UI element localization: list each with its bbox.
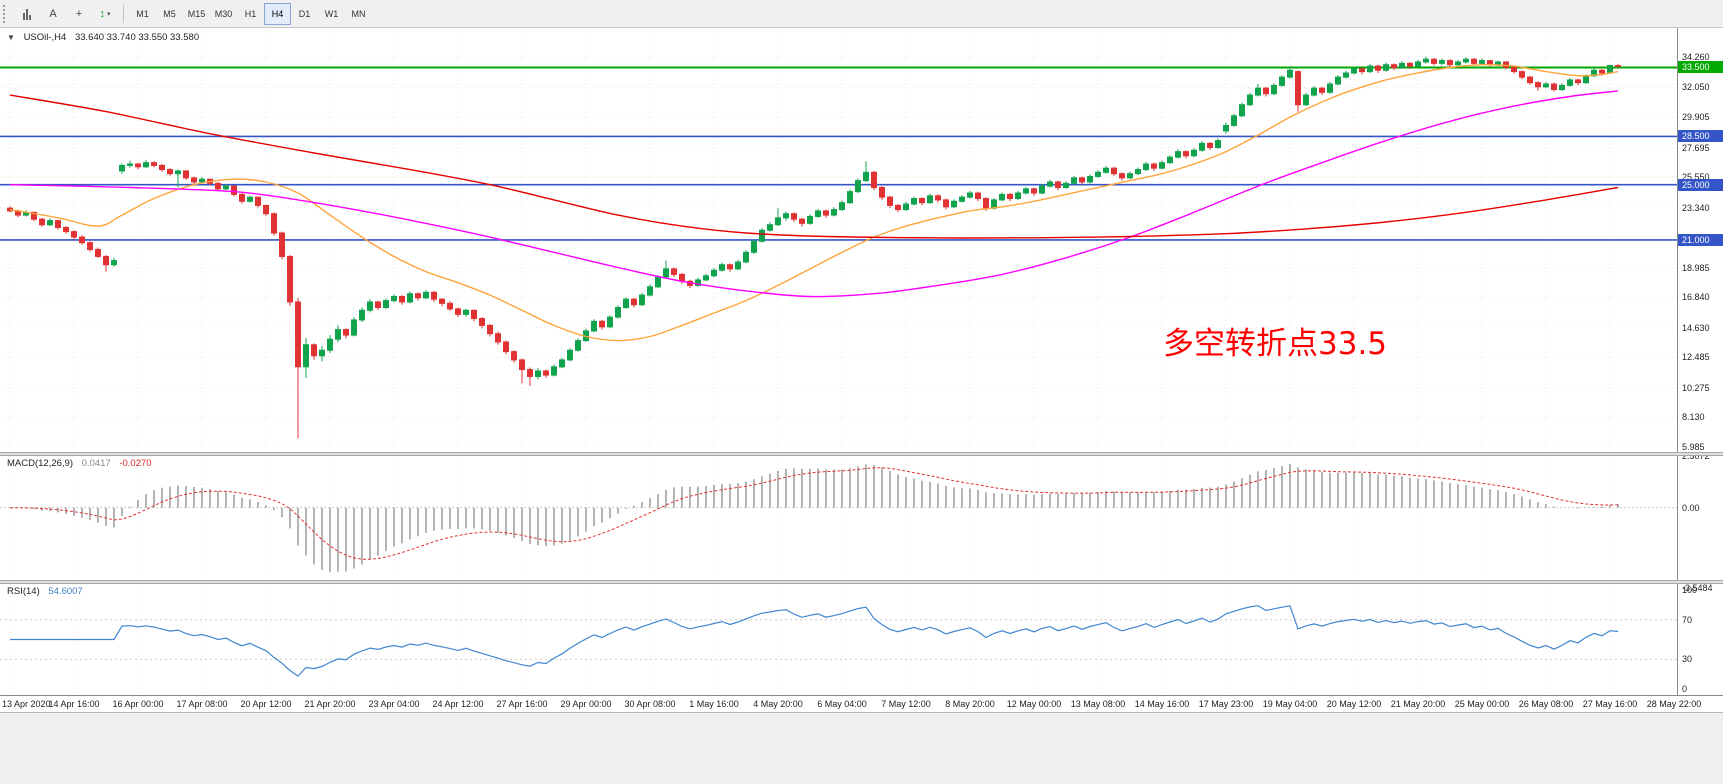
macd-signal-value: -0.0270 <box>119 458 152 469</box>
price-tick: 10.275 <box>1682 382 1710 393</box>
time-label: 14 Apr 16:00 <box>48 699 100 709</box>
time-label: 1 May 16:00 <box>689 699 739 709</box>
rsi-axis-tick: 70 <box>1682 614 1693 625</box>
hline-price-badge: 28.500 <box>1678 130 1723 143</box>
time-label: 27 May 16:00 <box>1582 699 1638 709</box>
hline-price-badge: 33.500 <box>1678 61 1723 74</box>
ma-mid-magenta <box>9 90 1619 298</box>
time-label: 16 Apr 00:00 <box>112 699 164 709</box>
tf-m1-button[interactable]: M1 <box>136 8 149 19</box>
tf-m30-button[interactable]: M30 <box>214 8 233 19</box>
macd-label: MACD(12,26,9) <box>7 458 73 469</box>
macd-panel[interactable] <box>0 456 1677 580</box>
price-tick: 8.130 <box>1682 412 1705 423</box>
price-tick: 25.550 <box>1682 172 1710 183</box>
tf-d1-button[interactable]: D1 <box>298 8 311 19</box>
macd-axis-tick: 0.00 <box>1682 502 1700 513</box>
time-label: 23 Apr 04:00 <box>368 699 420 709</box>
window-background <box>0 712 1723 784</box>
price-tick: 32.050 <box>1682 82 1710 93</box>
tf-w1-button[interactable]: W1 <box>324 8 339 19</box>
panel-splitter <box>0 452 1723 456</box>
macd-axis-tick: -3.5484 <box>1682 582 1713 593</box>
tool-buttons: A + ↕ ▾ <box>14 2 118 25</box>
time-label: 20 May 12:00 <box>1326 699 1382 709</box>
macd-header: MACD(12,26,9) 0.0417 -0.0270 <box>7 458 158 469</box>
tf-h4-button[interactable]: H4 <box>264 2 291 25</box>
price-tick: 29.905 <box>1682 112 1710 123</box>
price-tick: 16.840 <box>1682 292 1710 303</box>
toolbar-grip[interactable] <box>3 4 10 23</box>
text-tool-glyph: A <box>49 7 57 20</box>
macd-main-value: 0.0417 <box>81 458 111 469</box>
ma-slow-red <box>9 94 1619 239</box>
time-label: 30 Apr 08:00 <box>624 699 676 709</box>
tf-mn-button[interactable]: MN <box>351 8 366 19</box>
rsi-axis-tick: 0 <box>1682 684 1688 694</box>
price-axis[interactable]: 34.260 32.050 29.905 27.695 25.550 23.340 18.9… <box>1677 28 1723 712</box>
time-label: 7 May 12:00 <box>881 699 931 709</box>
price-tick: 12.485 <box>1682 352 1710 363</box>
ohlc-readout: 33.640 33.740 33.550 33.580 <box>74 32 200 43</box>
time-label: 17 May 23:00 <box>1198 699 1254 709</box>
rsi-line <box>10 605 1619 677</box>
time-axis[interactable]: 13 Apr 2020 14 Apr 16:00 16 Apr 00:00 17 Ap… <box>0 695 1723 712</box>
price-tick: 5.985 <box>1682 442 1705 453</box>
time-label: 24 Apr 12:00 <box>432 699 484 709</box>
time-label: 21 Apr 20:00 <box>304 699 356 709</box>
price-tick: 18.985 <box>1682 262 1710 273</box>
hline-price-badge: 21.000 <box>1678 233 1723 246</box>
tf-m5-button[interactable]: M5 <box>163 8 176 19</box>
dropdown-caret-icon: ▾ <box>106 10 111 18</box>
panel-splitter <box>0 580 1723 584</box>
rsi-axis-tick: 100 <box>1682 585 1698 595</box>
time-label: 21 May 20:00 <box>1390 699 1446 709</box>
crosshair-tool[interactable]: + <box>67 2 91 25</box>
tf-h1-button[interactable]: H1 <box>244 8 257 19</box>
zoom-arrows[interactable]: ↕ ▾ <box>93 2 117 25</box>
chart-annotation: 多空转折点33.5 <box>1163 326 1388 362</box>
time-label: 26 May 08:00 <box>1518 699 1574 709</box>
rsi-panel[interactable] <box>0 584 1677 695</box>
timeframe-buttons: M1 M5 M15 M30 H1 H4 D1 W1 MN <box>129 2 372 25</box>
chart-toolbar: A + ↕ ▾ M1 M5 M15 M30 H1 H4 D1 W1 MN <box>0 0 1723 28</box>
time-label: 25 May 00:00 <box>1454 699 1510 709</box>
time-label: 17 Apr 08:00 <box>176 699 228 709</box>
symbol-period-label: USOil-,H4 <box>23 32 67 43</box>
price-tick: 23.340 <box>1682 202 1710 213</box>
rsi-value: 54.6007 <box>48 586 83 597</box>
time-label: 13 May 08:00 <box>1070 699 1126 709</box>
time-label: 14 May 16:00 <box>1134 699 1190 709</box>
tf-m15-button[interactable]: M15 <box>187 8 206 19</box>
time-label: 28 May 22:00 <box>1646 699 1702 709</box>
time-label: 6 May 04:00 <box>817 699 867 709</box>
price-tick: 14.630 <box>1682 322 1710 333</box>
main-chart-panel[interactable] <box>0 28 1677 452</box>
bar-chart-icon[interactable] <box>15 2 39 25</box>
zoom-arrows-glyph: ↕ <box>99 7 105 20</box>
time-label: 29 Apr 00:00 <box>560 699 612 709</box>
rsi-axis-tick: 30 <box>1682 654 1693 665</box>
price-tick: 34.260 <box>1682 52 1710 62</box>
chart-title: ▼ USOil-,H4 33.640 33.740 33.550 33.580 <box>7 32 205 43</box>
text-tool[interactable]: A <box>41 2 65 25</box>
time-label: 27 Apr 16:00 <box>496 699 548 709</box>
time-label: 8 May 20:00 <box>945 699 995 709</box>
ma-fast-orange <box>9 63 1619 342</box>
time-label: 20 Apr 12:00 <box>240 699 292 709</box>
toolbar-separator <box>123 4 124 23</box>
time-label: 12 May 00:00 <box>1006 699 1062 709</box>
bar-chart-icon <box>23 8 31 20</box>
collapse-triangle-icon[interactable]: ▼ <box>7 33 15 42</box>
macd-signal-line <box>9 467 1619 560</box>
time-label: 19 May 04:00 <box>1262 699 1318 709</box>
time-label: 4 May 20:00 <box>753 699 803 709</box>
price-tick: 27.695 <box>1682 142 1710 153</box>
hline-price-badge: 25.000 <box>1678 178 1723 191</box>
time-label: 13 Apr 2020 <box>2 699 51 709</box>
rsi-label: RSI(14) <box>7 586 40 597</box>
crosshair-tool-glyph: + <box>75 7 83 20</box>
rsi-header: RSI(14) 54.6007 <box>7 586 89 597</box>
